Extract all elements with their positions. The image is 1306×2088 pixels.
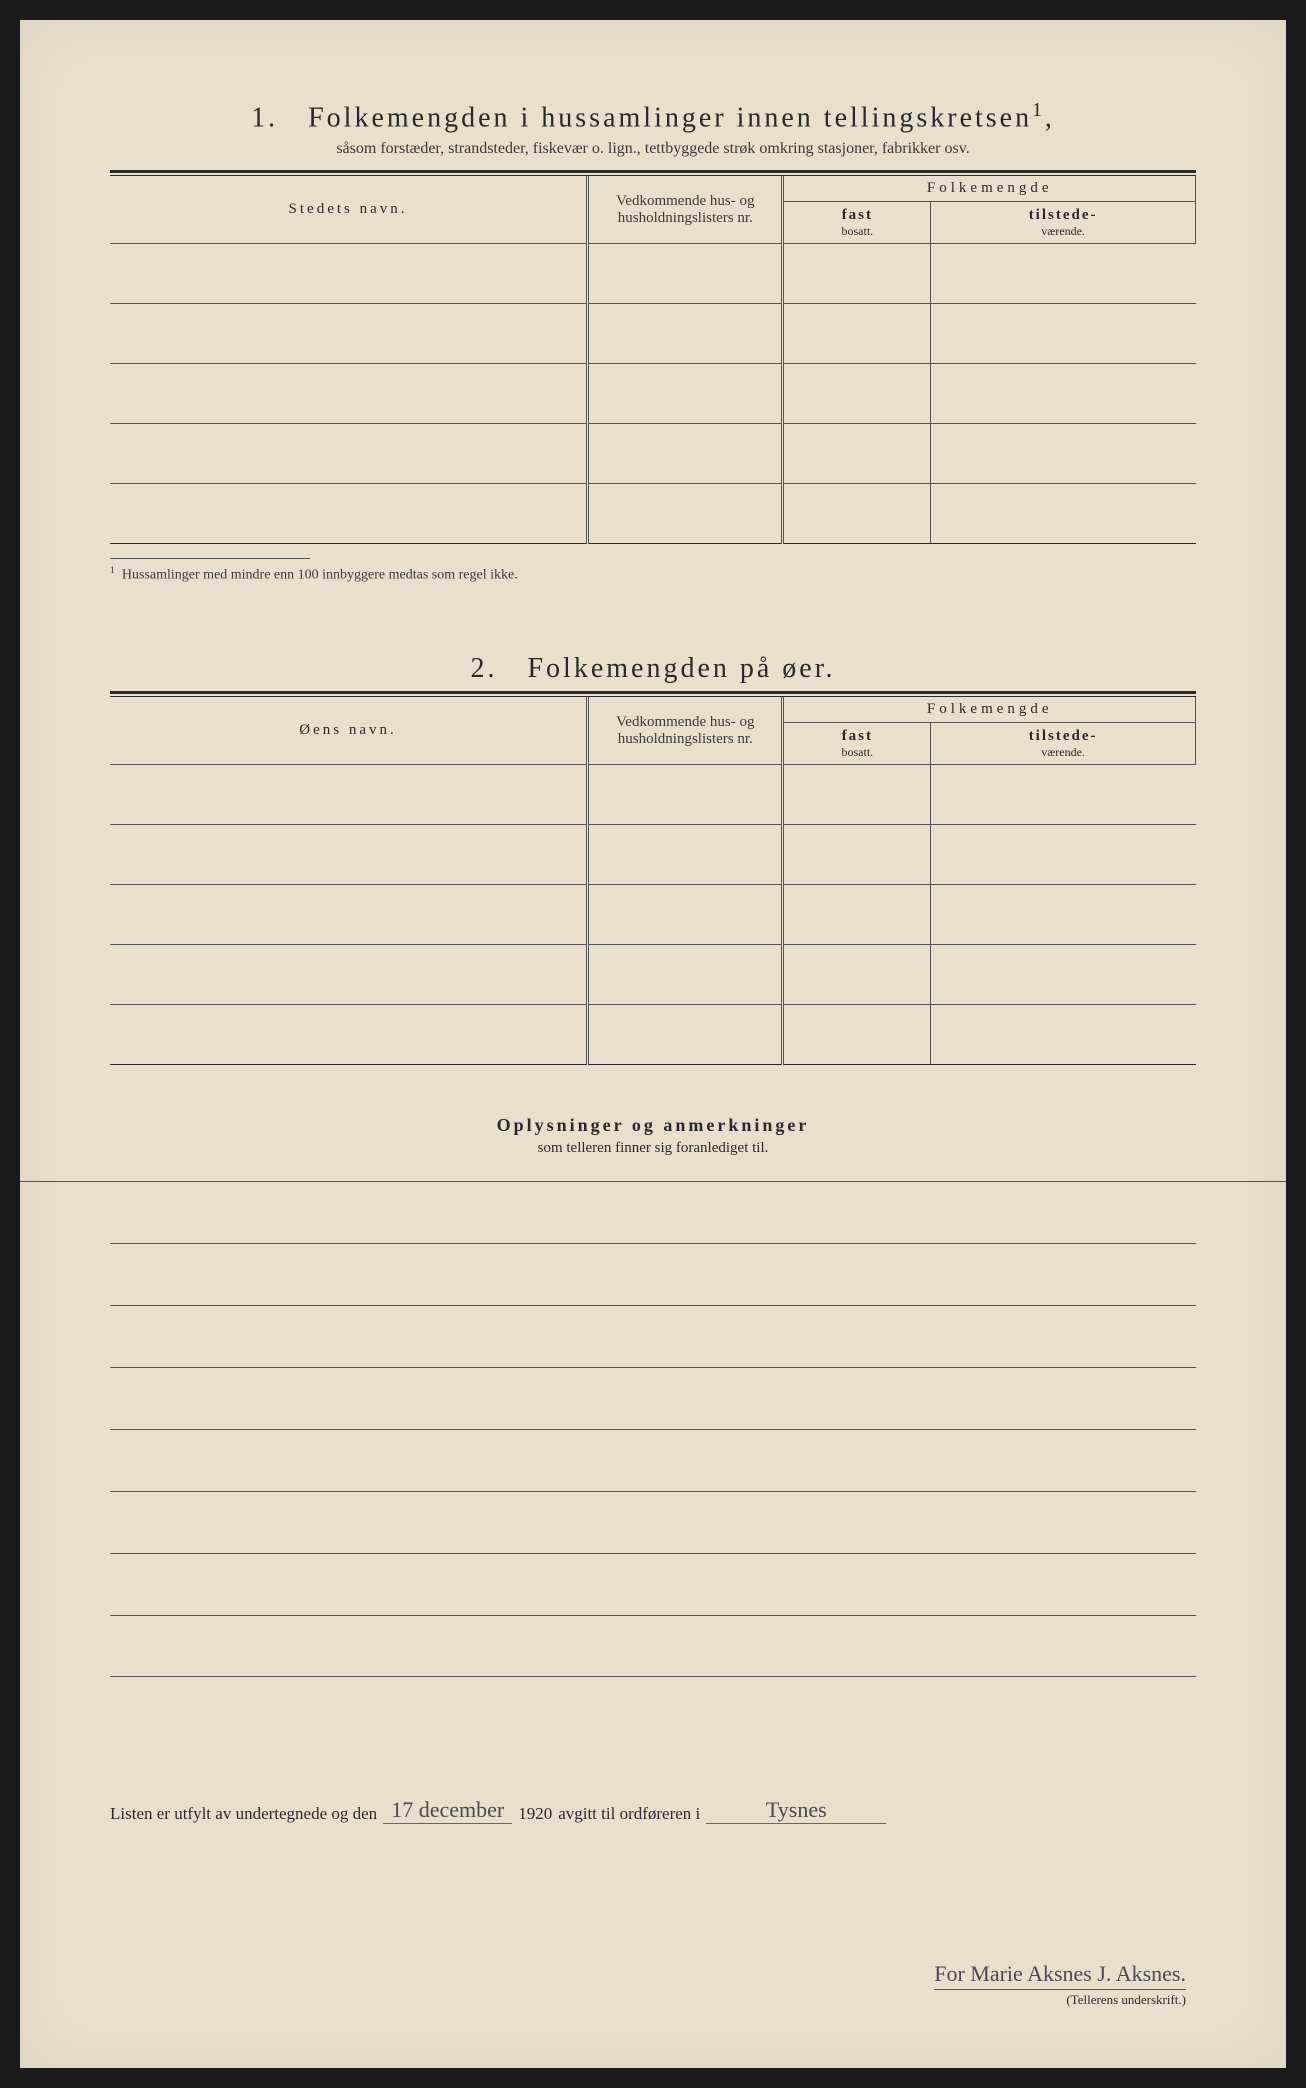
tilstede-sub: værende.	[937, 224, 1189, 238]
section1-subtitle: såsom forstæder, strandsteder, fiskevær …	[110, 140, 1196, 158]
table-row	[110, 764, 1196, 824]
tilstede-label: tilstede-	[1029, 207, 1098, 223]
table-hussamlinger: Stedets navn. Vedkommende hus- og hushol…	[110, 176, 1196, 543]
table-oer: Øens navn. Vedkommende hus- og husholdni…	[110, 697, 1196, 1064]
col-lists: Vedkommende hus- og husholdningslisters …	[588, 697, 783, 764]
sig-handwriting-2: For Marie Aksnes J. Aksnes.	[934, 1961, 1186, 1987]
oplys-title: Oplysninger og anmerkninger	[110, 1115, 1196, 1136]
table-row	[110, 483, 1196, 543]
section1-sup: 1	[1032, 100, 1045, 121]
section1-title: 1. Folkemengden i hussamlinger innen tel…	[110, 100, 1196, 134]
oplys-sub: som telleren finner sig foranlediget til…	[110, 1140, 1196, 1157]
footnote: 1 Hussamlinger med mindre enn 100 innbyg…	[110, 565, 1196, 584]
table-row	[110, 303, 1196, 363]
notes-line	[20, 1181, 1286, 1243]
fast-label: fast	[842, 728, 873, 744]
table-row	[110, 243, 1196, 303]
table2-body	[110, 764, 1196, 1064]
section1-title-text: Folkemengden i hussamlinger innen tellin…	[308, 102, 1032, 133]
col-folkemengde: Folkemengde	[783, 697, 1196, 723]
oplysninger-section: Oplysninger og anmerkninger som telleren…	[110, 1115, 1196, 1157]
footnote-rule	[110, 558, 310, 559]
sig-place-hand: Tysnes	[706, 1797, 886, 1824]
col-oens-navn: Øens navn.	[110, 697, 588, 764]
signature-line: Listen er utfylt av undertegnede og den …	[110, 1797, 1196, 1824]
signature-area: For Marie Aksnes J. Aksnes. (Tellerens u…	[934, 1961, 1186, 2008]
section2-title-text: Folkemengden på øer.	[527, 653, 835, 684]
notes-line	[110, 1615, 1196, 1677]
sig-year: 1920	[518, 1804, 552, 1824]
notes-line	[110, 1429, 1196, 1491]
section2-number: 2.	[470, 653, 497, 684]
sig-date-hand: 17 december	[383, 1797, 512, 1824]
col-stedets-navn: Stedets navn.	[110, 176, 588, 243]
fast-sub: bosatt.	[790, 745, 924, 759]
footnote-text: Hussamlinger med mindre enn 100 innbygge…	[122, 567, 518, 582]
table-row	[110, 944, 1196, 1004]
sig-label: (Tellerens underskrift.)	[934, 1989, 1186, 2008]
col-tilstede: tilstede- værende.	[931, 723, 1196, 764]
col-tilstede: tilstede- værende.	[931, 202, 1196, 243]
footnote-num: 1	[110, 565, 115, 576]
notes-line	[110, 1243, 1196, 1305]
table-row	[110, 423, 1196, 483]
section-2: 2. Folkemengden på øer. Øens navn. Vedko…	[110, 653, 1196, 1064]
section2-title: 2. Folkemengden på øer.	[110, 653, 1196, 685]
notes-line	[110, 1367, 1196, 1429]
col-fast: fast bosatt.	[783, 723, 931, 764]
sig-prefix: Listen er utfylt av undertegnede og den	[110, 1804, 377, 1824]
table-row	[110, 1004, 1196, 1064]
notes-line	[110, 1553, 1196, 1615]
tilstede-label: tilstede-	[1029, 728, 1098, 744]
table-row	[110, 363, 1196, 423]
col-folkemengde: Folkemengde	[783, 176, 1196, 202]
notes-line	[110, 1491, 1196, 1553]
table-row	[110, 824, 1196, 884]
section1-number: 1.	[251, 102, 278, 133]
census-form-page: 1. Folkemengden i hussamlinger innen tel…	[20, 20, 1286, 2068]
fast-sub: bosatt.	[790, 224, 924, 238]
sig-mid: avgitt til ordføreren i	[558, 1804, 700, 1824]
table1-body	[110, 243, 1196, 543]
notes-area	[110, 1181, 1196, 1677]
section-1: 1. Folkemengden i hussamlinger innen tel…	[110, 100, 1196, 583]
col-fast: fast bosatt.	[783, 202, 931, 243]
table-row	[110, 884, 1196, 944]
col-lists: Vedkommende hus- og husholdningslisters …	[588, 176, 783, 243]
tilstede-sub: værende.	[937, 745, 1189, 759]
fast-label: fast	[842, 207, 873, 223]
notes-line	[110, 1305, 1196, 1367]
